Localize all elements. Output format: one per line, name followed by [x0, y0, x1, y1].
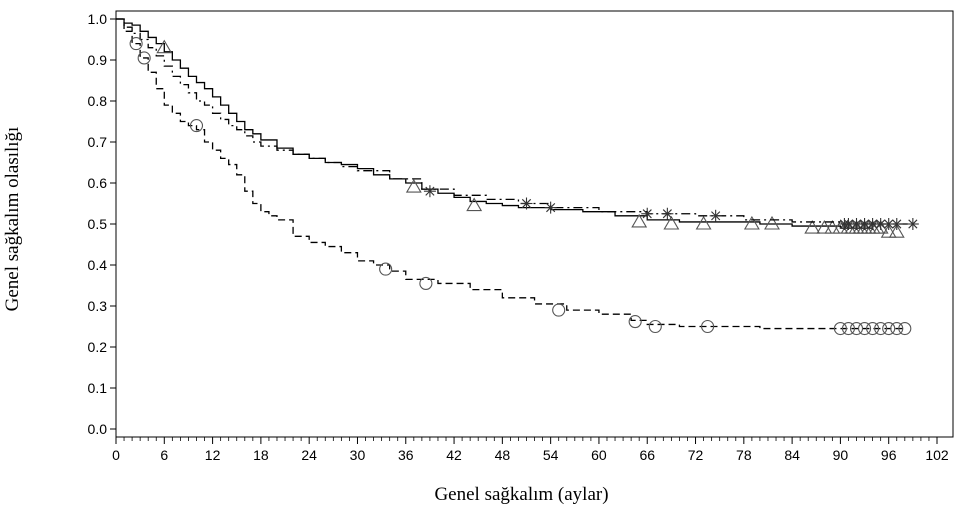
x-tick-label: 36 [398, 447, 414, 463]
y-tick-label: 0.7 [88, 134, 108, 150]
censor-triangle-marker [156, 39, 173, 54]
censor-triangle-marker [816, 220, 833, 234]
axis-ticks: 0.0 0.1 0.2 0.3 0.4 0.5 0.6 0.7 0.8 0.9 1.0 0 6 12 18 2… [88, 11, 949, 463]
censor-circle-marker [648, 319, 662, 334]
survival-series [116, 18, 905, 238]
censor-triangle-marker [804, 220, 821, 234]
censor-circle-marker [849, 321, 864, 336]
y-tick-label: 1.0 [88, 11, 108, 27]
x-tick-label: 66 [639, 447, 655, 463]
y-tick-label: 0.8 [88, 93, 108, 109]
x-tick-label: 18 [253, 447, 269, 463]
series-layer [116, 18, 919, 336]
y-tick-label: 0.1 [88, 380, 108, 396]
censor-triangle-marker [824, 220, 841, 234]
survival-curve-line [116, 18, 913, 225]
y-tick-label: 0.2 [88, 339, 108, 355]
censor-circle-marker [890, 321, 904, 336]
x-tick-label: 0 [112, 447, 120, 463]
plot-frame [115, 10, 954, 438]
x-tick-label: 72 [688, 447, 704, 463]
censor-circle-marker [882, 321, 896, 336]
censor-circle-marker [129, 37, 143, 51]
x-tick-label: 30 [350, 447, 366, 463]
y-tick-label: 0.3 [88, 298, 108, 314]
censor-star-marker [520, 197, 533, 210]
survival-series [116, 18, 912, 336]
censor-star-marker [874, 218, 887, 230]
censor-star-marker [641, 207, 654, 220]
y-tick-label: 0.9 [88, 52, 108, 68]
survival-curve-line [116, 18, 873, 229]
censor-circle-marker [841, 321, 856, 336]
x-tick-label: 48 [495, 447, 511, 463]
censor-circle-marker [552, 303, 566, 317]
x-tick-label: 12 [205, 447, 221, 463]
censor-triangle-marker [764, 215, 780, 230]
y-tick-label: 0.5 [88, 216, 108, 232]
survival-curve-line [116, 18, 905, 330]
censor-star-marker [906, 218, 919, 230]
censor-triangle-marker [880, 224, 897, 238]
censor-circle-marker [866, 321, 880, 336]
censor-star-marker [842, 218, 855, 230]
censor-circle-marker [379, 262, 393, 276]
censor-circle-marker [419, 276, 433, 291]
survival-series [116, 18, 919, 230]
x-tick-label: 6 [160, 447, 168, 463]
censor-circle-marker [874, 321, 888, 336]
censor-star-marker [661, 207, 674, 220]
x-tick-label: 24 [301, 447, 317, 463]
censor-triangle-marker [663, 215, 680, 230]
x-tick-label: 54 [543, 447, 559, 463]
x-tick-label: 78 [736, 447, 752, 463]
censor-triangle-marker [631, 213, 648, 228]
censor-triangle-marker [466, 197, 483, 212]
y-axis-title: Genel sağkalım olasılığı [2, 127, 23, 312]
x-tick-label: 60 [591, 447, 607, 463]
censor-circle-marker [701, 319, 715, 334]
censor-circle-marker [189, 119, 204, 133]
censor-circle-marker [858, 321, 872, 336]
y-tick-label: 0.0 [88, 421, 108, 437]
x-tick-label: 96 [881, 447, 897, 463]
censor-triangle-marker [743, 215, 760, 230]
censor-star-marker [709, 209, 722, 222]
censor-triangle-marker [405, 179, 422, 193]
censor-circle-marker [628, 315, 642, 329]
x-tick-label: 84 [784, 447, 800, 463]
y-tick-label: 0.6 [88, 175, 108, 191]
x-axis-title: Genel sağkalım (aylar) [434, 484, 608, 505]
censor-circle-marker [898, 321, 912, 336]
censor-triangle-marker [695, 215, 712, 230]
censor-triangle-marker [888, 224, 905, 238]
censor-circle-marker [137, 51, 151, 65]
censor-circle-marker [833, 321, 847, 336]
y-tick-label: 0.4 [88, 257, 108, 273]
censor-star-marker [890, 218, 903, 230]
x-tick-label: 42 [446, 447, 462, 463]
x-tick-label: 102 [925, 447, 949, 463]
censor-star-marker [423, 185, 436, 198]
x-tick-label: 90 [833, 447, 849, 463]
censor-star-marker [544, 201, 557, 214]
